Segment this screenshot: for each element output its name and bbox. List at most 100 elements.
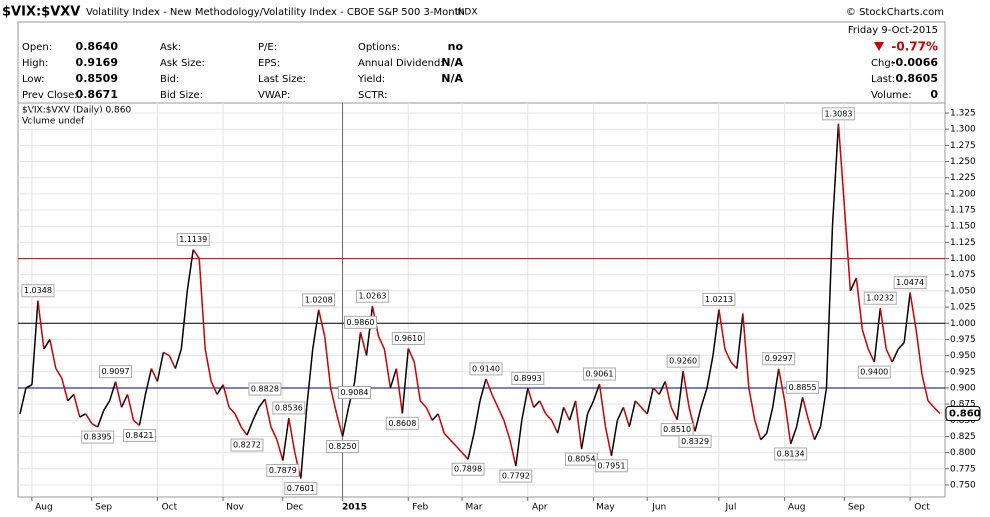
value-label-box <box>391 331 425 345</box>
value-label-box <box>863 291 897 305</box>
quote-label: EPS: <box>258 58 280 69</box>
price-segment <box>771 368 780 408</box>
quote-label: Options: <box>358 42 400 53</box>
price-segment <box>933 406 941 415</box>
price-segment <box>395 368 404 414</box>
value-label: 1.0474 <box>893 276 927 290</box>
price-segment <box>915 329 923 376</box>
value-label-box <box>451 462 485 476</box>
price-segment <box>766 407 774 434</box>
price-segment <box>604 426 613 456</box>
value-label-text: 0.8855 <box>789 383 817 392</box>
value-label-box <box>248 382 282 396</box>
price-segment <box>383 349 392 389</box>
price-segment <box>222 384 230 408</box>
value-label: 1.0263 <box>355 289 389 303</box>
value-label-text: 0.7792 <box>502 472 530 481</box>
value-label: 0.7792 <box>499 469 533 483</box>
price-segment <box>592 383 601 402</box>
price-segment <box>359 332 368 356</box>
price-segment <box>789 426 798 445</box>
price-segment <box>724 348 732 363</box>
price-segment <box>234 413 242 428</box>
quote-label: Yield: <box>357 74 385 85</box>
x-tick-label: Aug <box>35 503 53 513</box>
price-segment <box>497 407 505 421</box>
session-value: 0 <box>930 88 938 101</box>
value-label: 0.9260 <box>666 354 700 368</box>
y-tick-label: 1.200 <box>950 189 976 199</box>
value-label: 0.9097 <box>99 365 133 379</box>
price-segment <box>873 308 882 363</box>
value-label-box <box>355 289 389 303</box>
legend: $VIX:$VXV (Daily) 0.860 <box>22 106 131 116</box>
value-label-text: 0.9140 <box>472 364 500 373</box>
price-segment <box>551 419 559 434</box>
value-label-text: 0.8993 <box>514 374 542 383</box>
value-label-text: 0.8272 <box>233 441 261 450</box>
price-segment <box>449 439 457 447</box>
price-segment <box>509 439 517 467</box>
y-tick-label: 0.800 <box>950 448 976 458</box>
quote-panel <box>17 21 946 104</box>
quote-value: 0.8509 <box>76 72 118 85</box>
value-label-box <box>821 107 855 121</box>
y-tick-label: 1.075 <box>950 270 976 280</box>
price-segment <box>777 368 786 402</box>
value-label: 0.8395 <box>81 430 115 444</box>
price-segment <box>658 381 666 395</box>
value-label: 0.8054 <box>565 452 599 466</box>
price-segment <box>849 277 858 292</box>
value-label: 0.9140 <box>469 362 503 376</box>
y-tick-label: 1.050 <box>950 286 976 296</box>
value-label-box <box>81 430 115 444</box>
value-label-box <box>266 463 300 477</box>
price-segment <box>628 400 637 427</box>
value-label-box <box>344 315 378 329</box>
price-segment <box>664 381 672 408</box>
value-label-text: 1.0213 <box>705 295 733 304</box>
price-segment <box>43 339 51 350</box>
value-label-text: 0.8608 <box>388 419 416 428</box>
value-label-box <box>660 423 694 437</box>
value-label-box <box>21 284 55 298</box>
value-label: 0.8608 <box>385 416 419 430</box>
value-label-text: 0.9084 <box>341 388 369 397</box>
value-label: 0.8510 <box>660 423 694 437</box>
price-segment <box>837 123 846 207</box>
session-value: 0.8605 <box>896 72 938 85</box>
quote-label: High: <box>22 58 48 69</box>
price-segment <box>598 383 607 427</box>
value-label-box <box>99 365 133 379</box>
price-segment <box>102 400 111 411</box>
quote-label: Open: <box>22 42 52 53</box>
value-label: 0.7879 <box>266 463 300 477</box>
price-segment <box>562 407 571 421</box>
price-segment <box>467 433 475 460</box>
price-segment <box>891 348 899 363</box>
value-label-text: 0.7951 <box>597 461 625 470</box>
price-segment <box>61 378 69 402</box>
session-label: Last: <box>871 74 895 85</box>
price-segment <box>473 400 481 434</box>
value-label-box <box>338 386 372 400</box>
value-label: 0.8272 <box>230 438 264 452</box>
price-segment <box>503 420 511 440</box>
price-segment <box>144 368 153 395</box>
value-label-text: 0.8134 <box>777 449 805 458</box>
price-segment <box>252 407 260 421</box>
copyright: © StockCharts.com <box>846 7 944 18</box>
change-pct: -0.77% <box>891 40 938 54</box>
price-segment <box>610 420 619 456</box>
x-tick-label: Sep <box>848 503 865 513</box>
price-segment <box>760 432 768 441</box>
price-segment <box>341 407 350 437</box>
price-segment <box>742 313 750 389</box>
quote-value: 0.8671 <box>76 88 118 101</box>
price-segment <box>586 400 595 415</box>
value-label: 1.3083 <box>821 107 855 121</box>
price-segment <box>282 417 290 461</box>
value-label: 0.8855 <box>786 380 820 394</box>
price-segment <box>879 308 887 350</box>
